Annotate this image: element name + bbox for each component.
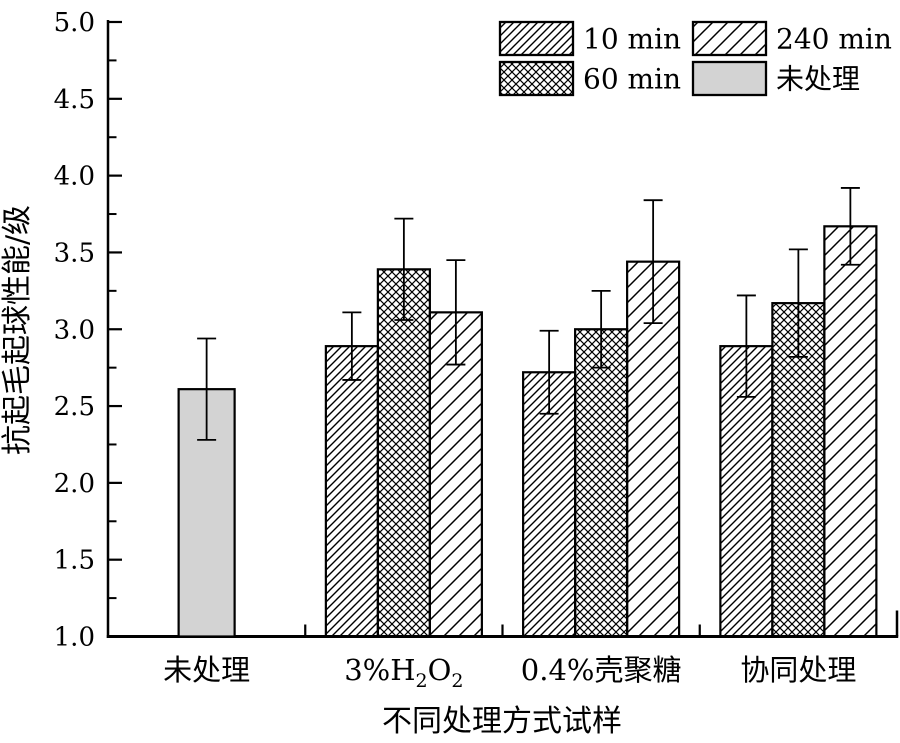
legend-label-60-min: 60 min	[583, 63, 681, 96]
bar-240-min	[428, 311, 483, 638]
bar-240-min	[823, 225, 878, 638]
legend-label-240-min: 240 min	[776, 23, 892, 56]
legend-swatch-60-min	[498, 60, 575, 97]
legend-swatch-未处理	[691, 60, 768, 97]
x-category-label: 3%H2O2	[344, 653, 463, 692]
legend-label-10-min: 10 min	[583, 23, 681, 56]
legend-label-未处理: 未处理	[776, 63, 860, 96]
y-tick-label: 3.0	[54, 315, 95, 345]
y-tick-label: 3.5	[54, 238, 95, 268]
y-tick-label: 1.0	[54, 623, 95, 653]
legend-swatch-10-min	[498, 20, 575, 57]
x-axis-title: 不同处理方式试样	[382, 704, 622, 739]
bar-60-min	[574, 328, 629, 638]
y-tick-label: 2.0	[54, 469, 95, 499]
y-axis-title: 抗起毛起球性能/级	[0, 205, 35, 455]
y-tick-label: 2.5	[54, 392, 95, 422]
bar-10-min	[522, 371, 577, 638]
y-tick-label: 4.5	[54, 85, 95, 115]
bar-60-min	[376, 268, 431, 638]
x-category-label: 协同处理	[740, 653, 856, 687]
y-tick-label: 1.5	[54, 546, 95, 576]
y-tick-label: 4.0	[54, 162, 95, 192]
bar-10-min	[324, 345, 379, 638]
y-tick-label: 5.0	[54, 8, 95, 38]
x-category-label: 未处理	[163, 653, 250, 687]
bar-240-min	[626, 260, 681, 638]
x-category-label: 0.4%壳聚糖	[521, 653, 682, 687]
legend-swatch-240-min	[691, 20, 768, 57]
